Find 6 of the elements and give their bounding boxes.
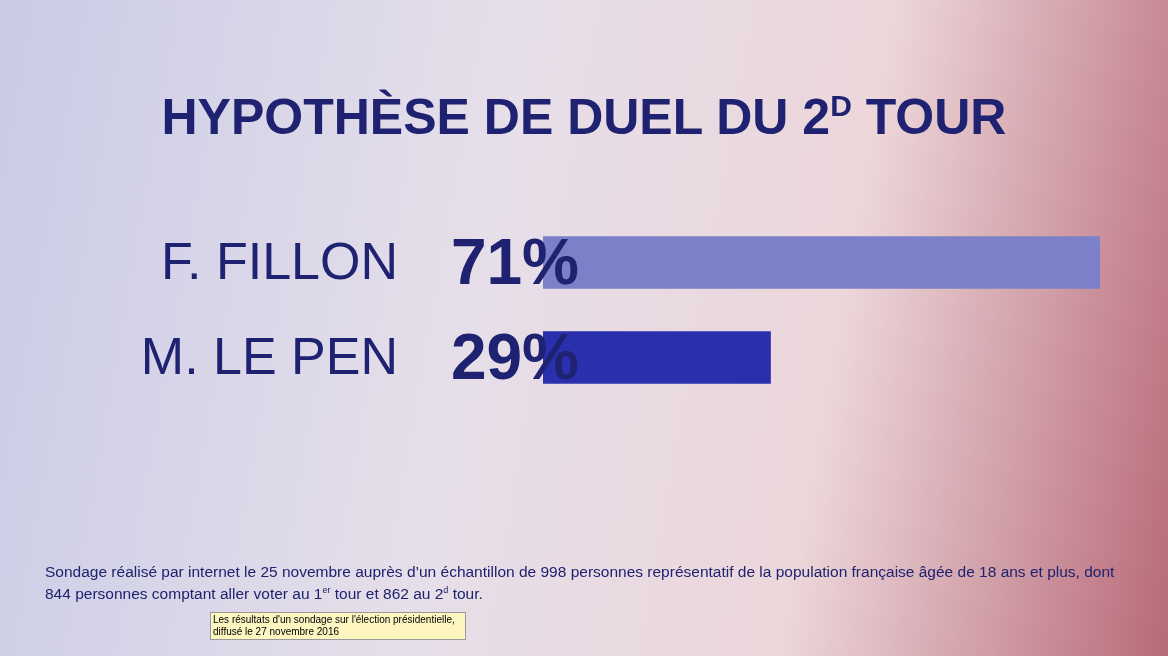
- chart-title: HYPOTHÈSE DE DUEL DU 2$^{D}$ TOUR: [160, 88, 1008, 146]
- text: Sondage réalisé par internet le 25 novembre auprès d’un échantillon de 998 personnes représentatif de la population française âgée de 18 ans et plus, dont 844 personnes comptant aller voter au 1$^{er}$ tour et 862 au 2$^{d}$ tour.: [45, 562, 1116, 604]
- text: Les résultats d'un sondage sur l'élection présidentielle, diffusé le 27 novembre 2016: [210, 612, 466, 640]
- y-tick-label: F. FILLON: [161, 231, 398, 290]
- data-label: 71%: [450, 226, 579, 299]
- y-tick-label: M. LE PEN: [140, 326, 398, 385]
